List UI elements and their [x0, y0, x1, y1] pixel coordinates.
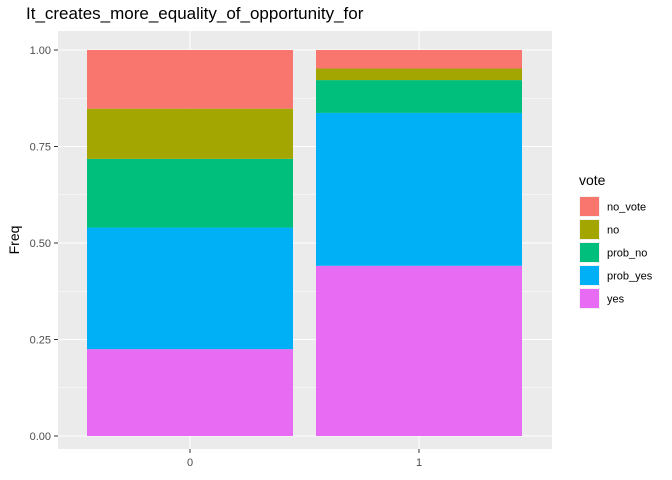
legend-swatch-yes — [580, 289, 599, 308]
legend-label-prob_no: prob_no — [607, 248, 647, 260]
y-tick-label: 1.00 — [30, 45, 51, 57]
y-tick-label: 0.50 — [30, 238, 51, 250]
y-axis: 0.00 0.25 0.50 0.75 1.00 — [30, 45, 58, 443]
legend-swatch-prob_yes — [580, 266, 599, 285]
x-tick-label: 1 — [416, 457, 422, 469]
legend-title: vote — [579, 172, 606, 188]
y-tick-label: 0.00 — [30, 431, 51, 443]
bar-segment-no_vote-1 — [316, 50, 522, 69]
bar-segment-prob_yes-0 — [87, 227, 293, 350]
bar-segment-no-0 — [87, 108, 293, 159]
y-tick-label: 0.75 — [30, 142, 51, 154]
chart-title: It_creates_more_equality_of_opportunity_… — [26, 4, 364, 23]
bars — [87, 50, 522, 436]
legend-label-yes: yes — [607, 294, 625, 306]
legend-label-no: no — [607, 225, 619, 237]
legend-label-no_vote: no_vote — [607, 202, 646, 214]
legend-swatch-no — [580, 220, 599, 239]
y-tick-label: 0.25 — [30, 335, 51, 347]
bar-segment-no_vote-0 — [87, 50, 293, 109]
bar-segment-prob_no-0 — [87, 158, 293, 228]
x-tick-label: 0 — [187, 457, 193, 469]
legend-swatch-no_vote — [580, 197, 599, 216]
bar-segment-yes-0 — [87, 349, 293, 436]
legend-label-prob_yes: prob_yes — [607, 271, 653, 283]
bar-segment-prob_yes-1 — [316, 112, 522, 266]
legend-swatch-prob_no — [580, 243, 599, 262]
bar-segment-prob_no-1 — [316, 80, 522, 113]
y-axis-title: Freq — [6, 226, 22, 255]
bar-segment-yes-1 — [316, 265, 522, 436]
bar-segment-no-1 — [316, 68, 522, 81]
